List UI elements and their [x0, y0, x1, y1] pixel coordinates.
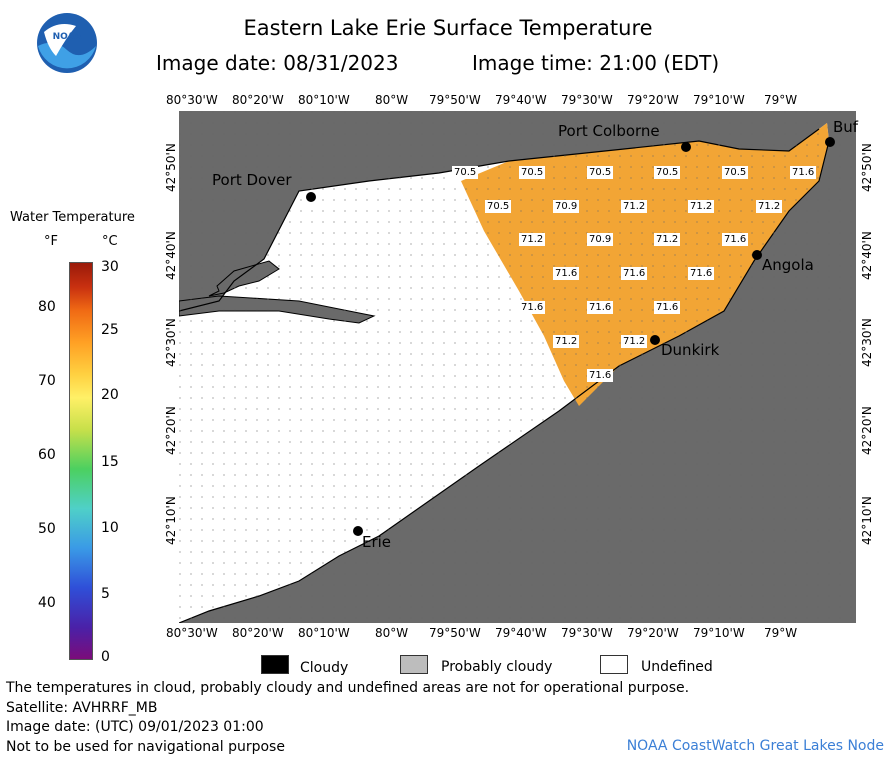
- c-tick: 15: [101, 454, 119, 470]
- city-label-dunkirk: Dunkirk: [661, 341, 720, 359]
- f-tick: 70: [38, 373, 56, 389]
- lon-label-bottom: 79°W: [764, 626, 798, 640]
- lon-label-top: 79°20'W: [627, 93, 679, 107]
- image-date: Image date: 08/31/2023: [156, 51, 399, 75]
- temperature-value-label: 71.6: [654, 301, 681, 314]
- temperature-value-label: 71.2: [621, 200, 648, 213]
- f-tick: 50: [38, 521, 56, 537]
- temperature-value-label: 71.2: [621, 335, 648, 348]
- lon-label-top: 79°10'W: [693, 93, 745, 107]
- lon-label-bottom: 80°10'W: [298, 626, 350, 640]
- lon-label-top: 80°10'W: [298, 93, 350, 107]
- utc-date-text: Image date: (UTC) 09/01/2023 01:00: [6, 719, 264, 735]
- nav-warning-text: Not to be used for navigational purpose: [6, 739, 285, 755]
- undefined-swatch: [600, 655, 628, 674]
- temperature-value-label: 71.6: [688, 267, 715, 280]
- city-label-buffalo: Buf: [833, 118, 859, 136]
- temperature-value-label: 70.5: [654, 166, 681, 179]
- lon-label-bottom: 80°30'W: [166, 626, 218, 640]
- temperature-value-label: 70.5: [587, 166, 614, 179]
- city-dot-dunkirk: [650, 335, 660, 345]
- temperature-value-label: 71.2: [756, 200, 783, 213]
- disclaimer-text: The temperatures in cloud, probably clou…: [6, 680, 690, 696]
- legend-title: Water Temperature: [10, 210, 135, 225]
- temperature-value-label: 71.6: [519, 301, 546, 314]
- temperature-value-label: 71.2: [654, 233, 681, 246]
- city-dot-buffalo: [825, 137, 835, 147]
- temperature-value-label: 71.6: [722, 233, 749, 246]
- probably-cloudy-label: Probably cloudy: [441, 659, 553, 675]
- lon-label-top: 80°30'W: [166, 93, 218, 107]
- lon-label-top: 79°50'W: [429, 93, 481, 107]
- unit-fahrenheit: °F: [44, 234, 58, 249]
- c-tick: 20: [101, 387, 119, 403]
- lon-label-bottom: 80°W: [375, 626, 409, 640]
- f-tick: 40: [38, 595, 56, 611]
- lat-label-right: 42°40'N: [860, 231, 874, 280]
- lat-label-left: 42°40'N: [164, 231, 178, 280]
- f-tick: 60: [38, 447, 56, 463]
- lon-label-bottom: 80°20'W: [232, 626, 284, 640]
- f-tick: 80: [38, 299, 56, 315]
- lat-label-right: 42°30'N: [860, 318, 874, 367]
- temperature-value-label: 71.2: [553, 335, 580, 348]
- temperature-value-label: 71.6: [790, 166, 817, 179]
- temperature-value-label: 71.6: [553, 267, 580, 280]
- coastwatch-node-text: NOAA CoastWatch Great Lakes Node: [626, 738, 884, 754]
- city-dot-port-colborne: [681, 142, 691, 152]
- cloudy-swatch: [261, 655, 289, 674]
- lat-label-left: 42°10'N: [164, 496, 178, 545]
- city-dot-erie: [353, 526, 363, 536]
- c-tick: 5: [101, 586, 110, 602]
- city-label-port-dover: Port Dover: [212, 171, 292, 189]
- lon-label-top: 80°W: [375, 93, 409, 107]
- temperature-value-label: 71.2: [688, 200, 715, 213]
- temperature-value-label: 70.9: [587, 233, 614, 246]
- cloudy-label: Cloudy: [300, 660, 349, 676]
- temperature-value-label: 71.6: [587, 301, 614, 314]
- lon-label-top: 79°W: [764, 93, 798, 107]
- temperature-value-label: 70.5: [722, 166, 749, 179]
- temperature-value-label: 70.5: [485, 200, 512, 213]
- image-time: Image time: 21:00 (EDT): [472, 51, 720, 75]
- lon-label-top: 79°40'W: [495, 93, 547, 107]
- unit-celsius: °C: [102, 234, 118, 249]
- temperature-value-label: 71.2: [519, 233, 546, 246]
- lon-label-top: 79°30'W: [561, 93, 613, 107]
- c-tick: 30: [101, 259, 119, 275]
- city-dot-port-dover: [306, 192, 316, 202]
- temperature-value-label: 70.5: [452, 166, 479, 179]
- lon-label-bottom: 79°30'W: [561, 626, 613, 640]
- c-tick: 0: [101, 649, 110, 665]
- lat-label-left: 42°30'N: [164, 318, 178, 367]
- probably-cloudy-swatch: [400, 655, 428, 674]
- lon-label-top: 80°20'W: [232, 93, 284, 107]
- temperature-value-label: 70.9: [553, 200, 580, 213]
- city-label-erie: Erie: [362, 533, 392, 551]
- lon-label-bottom: 79°10'W: [693, 626, 745, 640]
- lon-label-bottom: 79°40'W: [495, 626, 547, 640]
- lat-label-right: 42°10'N: [860, 496, 874, 545]
- c-tick: 25: [101, 322, 119, 338]
- lat-label-left: 42°50'N: [164, 143, 178, 192]
- lat-label-right: 42°20'N: [860, 406, 874, 455]
- temperature-colorbar: [69, 262, 93, 660]
- lon-label-bottom: 79°20'W: [627, 626, 679, 640]
- temperature-value-label: 71.6: [621, 267, 648, 280]
- temperature-value-label: 70.5: [519, 166, 546, 179]
- city-label-port-colborne: Port Colborne: [558, 122, 660, 140]
- noaa-logo: NOAA: [36, 12, 98, 74]
- logo-text: NOAA: [53, 32, 82, 42]
- temperature-value-label: 71.6: [587, 369, 614, 382]
- c-tick: 10: [101, 520, 119, 536]
- lat-label-left: 42°20'N: [164, 406, 178, 455]
- satellite-text: Satellite: AVHRRF_MB: [6, 700, 158, 716]
- lat-label-right: 42°50'N: [860, 143, 874, 192]
- city-dot-angola: [752, 250, 762, 260]
- city-label-angola: Angola: [762, 256, 814, 274]
- undefined-label: Undefined: [641, 659, 713, 675]
- lon-label-bottom: 79°50'W: [429, 626, 481, 640]
- map-title: Eastern Lake Erie Surface Temperature: [243, 16, 653, 40]
